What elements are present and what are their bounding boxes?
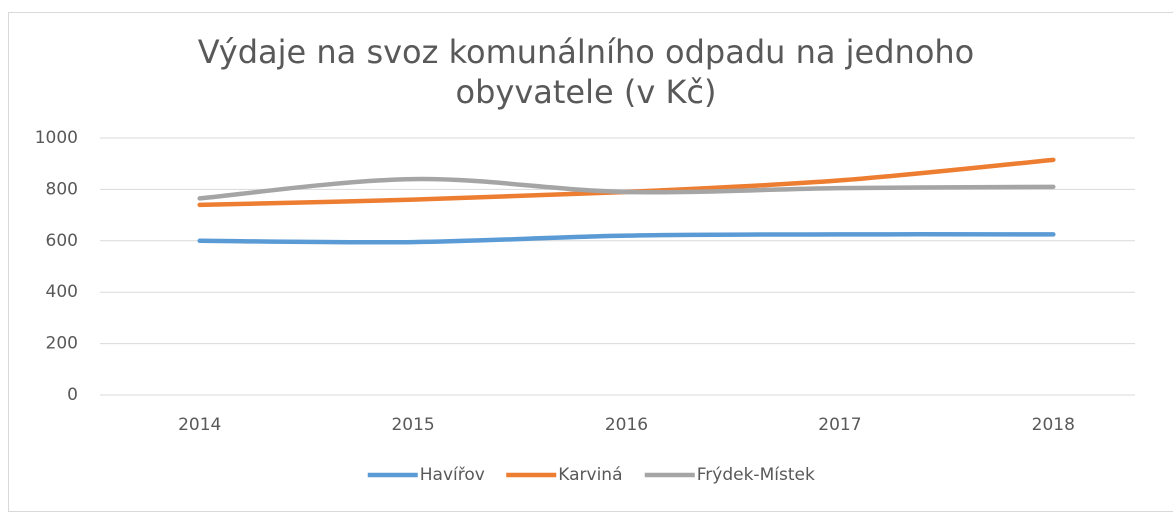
y-tick-label: 800: [46, 179, 78, 199]
x-tick-label: 2015: [391, 415, 434, 435]
y-tick-label: 200: [46, 334, 78, 354]
y-tick-label: 400: [46, 282, 78, 302]
series-line: [197, 157, 1056, 208]
y-tick-label: 0: [67, 385, 78, 405]
y-tick-label: 600: [46, 231, 78, 251]
x-tick-label: 2018: [1032, 415, 1075, 435]
series-line: [197, 176, 1056, 201]
series-line: [197, 232, 1056, 245]
legend-label: Havířov: [420, 465, 485, 485]
x-tick-label: 2014: [178, 415, 221, 435]
x-tick-label: 2016: [605, 415, 648, 435]
legend-label: Karviná: [558, 465, 622, 485]
legend-label: Frýdek-Místek: [697, 465, 815, 485]
chart-title: Výdaje na svoz komunálního odpadu na jed…: [197, 33, 975, 111]
x-tick-label: 2017: [818, 415, 861, 435]
y-tick-label: 1000: [35, 128, 78, 148]
